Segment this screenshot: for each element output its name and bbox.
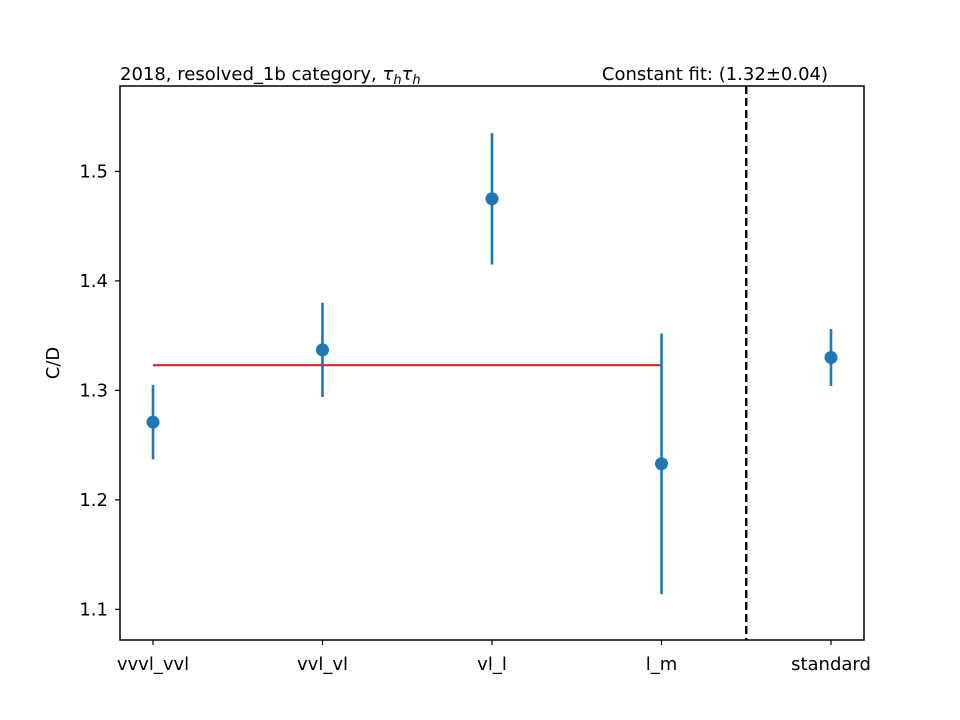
x-tick-label-3: l_m (646, 654, 678, 675)
title-math-sub-h-1: h (393, 73, 401, 88)
chart-title-group: 2018, resolved_1b category, τhτh Constan… (120, 64, 828, 88)
y-tick-label-1: 1.2 (79, 490, 108, 511)
axes-frame (119, 85, 865, 641)
data-point-1 (316, 343, 329, 357)
x-tick-label-0: vvvl_vvl (117, 654, 189, 675)
y-tick-label-0: 1.1 (79, 599, 108, 620)
title-math-sub-h-2: h (412, 73, 420, 88)
y-tick-label-4: 1.5 (79, 161, 108, 182)
plot-layer: 1.1 1.2 1.3 1.4 1.5 vvvl_vvl vvl_vl vl_l l_m stan… (79, 86, 871, 675)
y-axis-label: C/D (43, 347, 64, 380)
y-tick-label-2: 1.3 (79, 380, 108, 401)
x-tick-label-4: standard (791, 654, 871, 675)
title-math-tau-2: τ (402, 64, 413, 85)
title-math-tau-1: τ (382, 64, 393, 85)
x-tick-label-2: vl_l (477, 654, 507, 675)
chart-title-right: Constant fit: (1.32±0.04) (602, 64, 828, 85)
chart-title-left: 2018, resolved_1b category, τhτh (120, 64, 421, 88)
y-tick-label-3: 1.4 (79, 271, 108, 292)
chart-title-left-text: 2018, resolved_1b category, (120, 64, 382, 85)
data-point-3 (655, 457, 668, 471)
data-point-4 (824, 351, 838, 365)
data-point-0 (146, 415, 160, 429)
x-tick-label-1: vvl_vl (297, 654, 348, 675)
data-point-2 (485, 192, 499, 206)
